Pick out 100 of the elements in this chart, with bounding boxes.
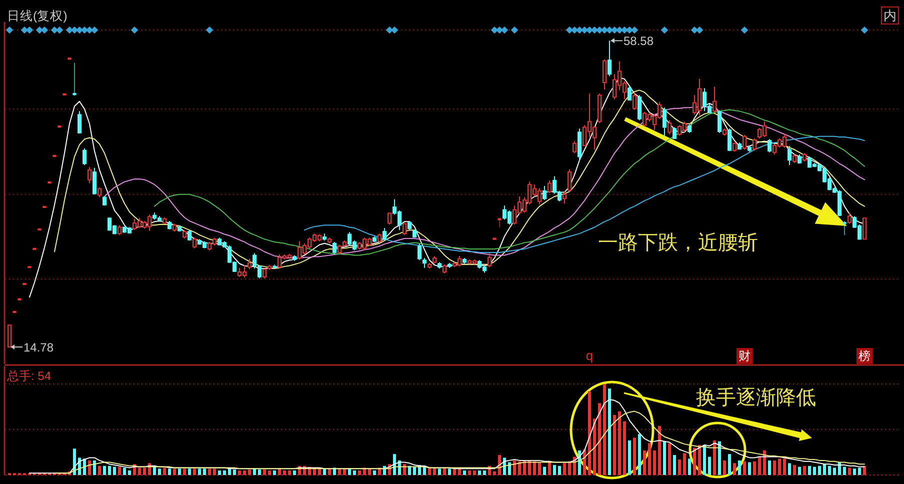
- bar: [248, 470, 251, 475]
- bar: [793, 464, 796, 475]
- bar: [638, 434, 641, 475]
- candlestick: [402, 222, 406, 236]
- bar: [808, 466, 811, 475]
- bar: [463, 470, 466, 475]
- candlestick: [292, 254, 296, 262]
- candlestick: [168, 220, 172, 230]
- bar: [478, 470, 481, 475]
- candlestick: [498, 218, 502, 228]
- candlestick: [192, 237, 196, 249]
- candlestick: [598, 93, 602, 124]
- chart-title: 日线(复权): [7, 9, 68, 23]
- bar: [743, 461, 746, 475]
- annotation: 一路下跌，近腰斩: [598, 232, 758, 254]
- candlestick: [182, 230, 186, 239]
- bar: [163, 468, 166, 475]
- bar: [703, 444, 706, 475]
- bar: [93, 460, 96, 475]
- bar: [213, 468, 216, 475]
- bar: [648, 443, 651, 475]
- bar: [168, 468, 171, 475]
- candlestick: [718, 110, 722, 134]
- text: 总手: 54: [6, 369, 52, 383]
- bar: [98, 466, 101, 475]
- bar: [73, 448, 76, 475]
- candlestick: [432, 255, 436, 264]
- candlestick: [8, 324, 12, 348]
- bar: [563, 463, 566, 475]
- bar: [493, 471, 496, 475]
- bar: [143, 468, 146, 475]
- candlestick: [272, 264, 276, 269]
- candlestick: [568, 168, 572, 192]
- bar: [323, 468, 326, 475]
- bar: [88, 460, 91, 475]
- annotation: 财: [738, 349, 750, 363]
- bar: [608, 388, 611, 475]
- bar: [583, 450, 586, 475]
- bar: [848, 468, 851, 475]
- bar: [258, 470, 261, 475]
- candlestick: [572, 140, 576, 154]
- candlestick: [82, 148, 86, 166]
- candlestick: [732, 142, 736, 152]
- candlestick: [388, 212, 392, 225]
- bar: [588, 391, 591, 475]
- bar: [118, 466, 121, 475]
- candlestick: [448, 262, 452, 268]
- bar: [748, 462, 751, 475]
- bar: [438, 468, 441, 475]
- bar: [778, 458, 781, 475]
- candlestick: [462, 258, 466, 264]
- candlestick: [42, 206, 46, 208]
- bar: [858, 468, 861, 475]
- bar: [443, 468, 446, 475]
- bar: [843, 466, 846, 475]
- candlestick: [712, 86, 716, 114]
- annotation: 14.78: [24, 340, 54, 355]
- bar: [678, 460, 681, 475]
- bar: [688, 458, 691, 475]
- candlestick: [792, 154, 796, 164]
- bar: [483, 470, 486, 475]
- bar: [668, 443, 671, 475]
- bar: [833, 468, 836, 475]
- bar: [718, 441, 721, 475]
- candlestick: [258, 265, 262, 279]
- bar: [458, 468, 461, 475]
- bar: [683, 453, 686, 475]
- candlestick: [162, 216, 166, 224]
- candlestick: [722, 128, 726, 136]
- bar: [233, 470, 236, 475]
- bar: [283, 470, 286, 475]
- candlestick: [752, 138, 756, 151]
- candlestick: [638, 94, 642, 121]
- bar: [318, 468, 321, 475]
- bar: [243, 470, 246, 475]
- candlestick: [412, 228, 416, 238]
- bar: [138, 468, 141, 475]
- candlestick: [98, 186, 102, 198]
- bar: [108, 466, 111, 475]
- bar: [268, 470, 271, 475]
- bar: [823, 464, 826, 475]
- candlestick: [78, 110, 82, 134]
- candlestick: [92, 167, 96, 195]
- bar: [828, 466, 831, 475]
- bar: [863, 466, 866, 475]
- bar: [158, 468, 161, 475]
- candlestick: [422, 258, 426, 268]
- bar: [568, 461, 571, 475]
- candlestick: [728, 128, 732, 152]
- bar: [603, 384, 606, 475]
- bar: [128, 470, 131, 475]
- candlestick: [442, 264, 446, 274]
- bar: [423, 466, 426, 475]
- bar: [643, 450, 646, 475]
- candlestick: [798, 154, 802, 164]
- bar: [853, 468, 856, 475]
- bar: [543, 466, 546, 475]
- bar: [238, 470, 241, 475]
- bar: [198, 468, 201, 475]
- candlestick: [102, 196, 106, 206]
